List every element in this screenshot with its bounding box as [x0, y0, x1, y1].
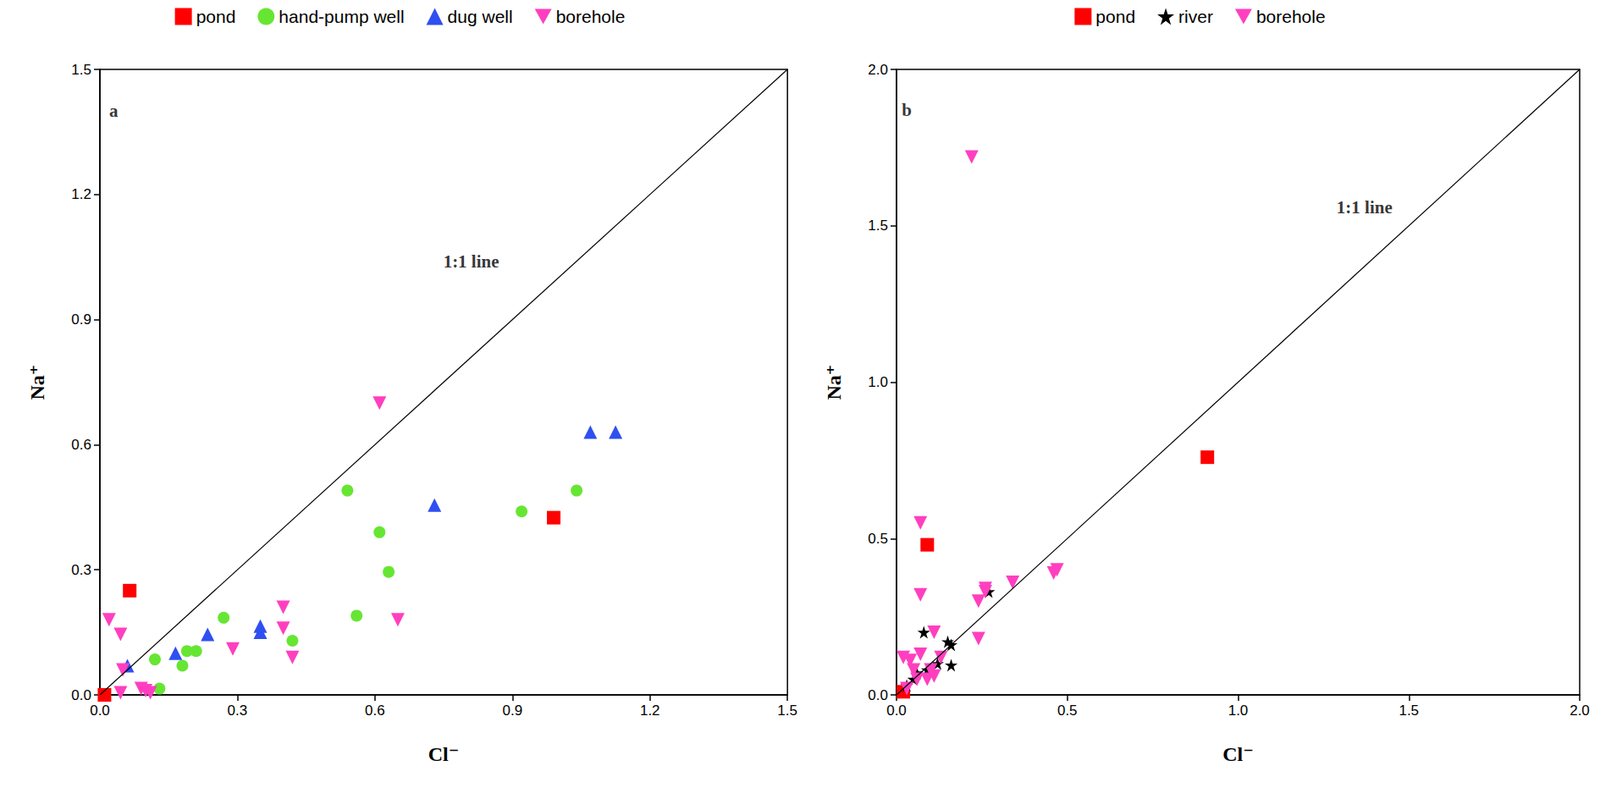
svg-text:pond: pond	[1095, 6, 1136, 27]
svg-text:1:1 line: 1:1 line	[1336, 197, 1393, 218]
svg-text:1.5: 1.5	[777, 702, 798, 719]
svg-text:borehole: borehole	[1256, 6, 1326, 27]
svg-text:0.0: 0.0	[71, 687, 92, 704]
svg-text:1.0: 1.0	[867, 374, 889, 391]
svg-text:1.5: 1.5	[1398, 702, 1419, 719]
svg-text:pond: pond	[196, 6, 237, 27]
svg-text:0.6: 0.6	[364, 702, 386, 719]
svg-text:borehole: borehole	[556, 6, 626, 27]
svg-text:dug well: dug well	[447, 6, 514, 27]
svg-text:a: a	[109, 100, 119, 122]
svg-text:0.5: 0.5	[1057, 702, 1078, 719]
svg-text:1:1 line: 1:1 line	[443, 251, 500, 272]
svg-text:2.0: 2.0	[1569, 702, 1590, 719]
svg-text:1.5: 1.5	[867, 217, 889, 234]
svg-text:0.3: 0.3	[71, 562, 92, 579]
svg-text:0.0: 0.0	[867, 687, 889, 704]
svg-text:Na⁺: Na⁺	[26, 364, 49, 401]
svg-text:Na⁺: Na⁺	[822, 364, 845, 401]
svg-text:0.0: 0.0	[89, 702, 111, 719]
svg-text:river: river	[1178, 6, 1214, 27]
svg-text:0.6: 0.6	[71, 436, 92, 453]
svg-text:b: b	[901, 99, 912, 121]
svg-text:0.9: 0.9	[502, 702, 523, 719]
svg-text:1.2: 1.2	[640, 702, 661, 719]
svg-text:Cl⁻: Cl⁻	[428, 743, 460, 766]
svg-text:hand-pump well: hand-pump well	[278, 6, 404, 27]
svg-text:0.5: 0.5	[867, 530, 889, 547]
svg-text:2.0: 2.0	[867, 61, 889, 78]
svg-text:Cl⁻: Cl⁻	[1222, 743, 1254, 766]
svg-text:1.5: 1.5	[71, 61, 92, 78]
svg-text:1.0: 1.0	[1228, 702, 1249, 719]
svg-text:0.0: 0.0	[886, 702, 907, 719]
svg-text:0.9: 0.9	[71, 311, 92, 328]
svg-text:0.3: 0.3	[227, 702, 249, 719]
svg-text:1.2: 1.2	[71, 186, 92, 203]
